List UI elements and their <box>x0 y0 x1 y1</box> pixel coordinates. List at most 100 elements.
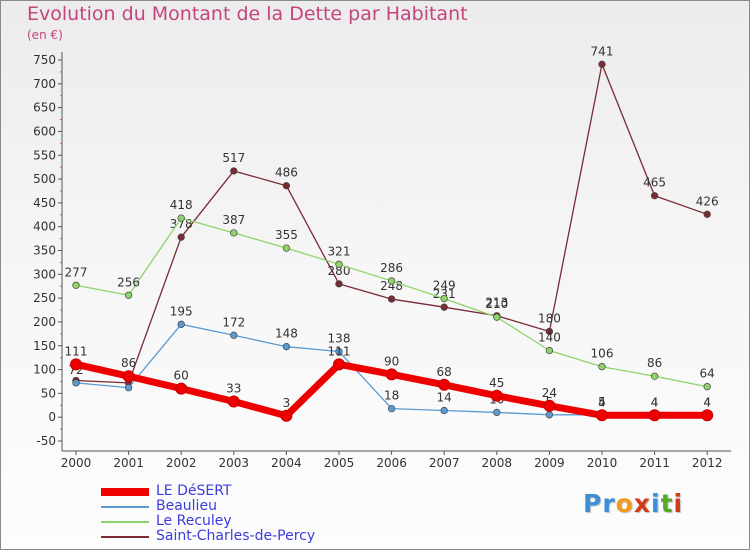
data-label: 486 <box>275 166 298 180</box>
data-point <box>177 233 185 241</box>
data-point <box>333 358 345 371</box>
data-point <box>335 280 343 288</box>
data-label: 3 <box>283 396 291 410</box>
y-tick-label: 450 <box>33 196 56 210</box>
data-point <box>387 404 396 413</box>
legend-item: Saint-Charles-de-Percy <box>101 529 315 544</box>
data-point <box>493 408 501 417</box>
data-point <box>703 383 711 391</box>
y-tick-label: 50 <box>41 386 56 400</box>
data-label: 24 <box>542 386 557 400</box>
data-label: 111 <box>65 344 88 358</box>
x-tick-label: 2009 <box>534 456 565 470</box>
x-tick-label: 2001 <box>113 456 144 470</box>
data-label: 138 <box>328 331 351 345</box>
data-label: 4 <box>703 395 711 409</box>
data-point <box>70 358 82 371</box>
data-point <box>650 372 659 380</box>
x-tick-label: 2008 <box>482 456 513 470</box>
data-point <box>72 281 80 289</box>
data-label: 517 <box>222 151 245 165</box>
data-point <box>282 244 291 252</box>
data-label: 195 <box>170 304 193 318</box>
data-point <box>280 409 293 422</box>
logo-letter: i <box>673 489 684 518</box>
logo-letter: x <box>633 489 651 518</box>
data-label: 256 <box>117 275 140 289</box>
data-point <box>122 370 135 383</box>
data-point <box>230 167 238 175</box>
data-point <box>598 363 606 371</box>
y-tick-label: 250 <box>33 291 56 305</box>
data-label: 90 <box>384 354 399 368</box>
data-point <box>440 406 448 415</box>
data-point <box>545 327 554 336</box>
data-point <box>124 384 133 392</box>
data-point <box>438 378 451 391</box>
data-label: 426 <box>696 194 719 208</box>
chart-title: Evolution du Montant de la Dette par Hab… <box>27 3 468 25</box>
data-label: 86 <box>121 356 136 370</box>
data-label: 418 <box>170 198 193 212</box>
y-tick-label: 0 <box>48 410 56 424</box>
data-point <box>648 409 661 422</box>
data-label: 68 <box>437 365 452 379</box>
data-point <box>177 214 185 222</box>
data-point <box>490 389 503 402</box>
y-tick-label: 300 <box>33 267 56 281</box>
proxiti-logo: Proxiti <box>583 489 683 518</box>
data-point <box>282 182 291 190</box>
data-label: 4 <box>598 395 606 409</box>
logo-letter: P <box>583 489 603 518</box>
legend-label: Le Reculey <box>156 513 232 529</box>
x-tick-label: 2005 <box>324 456 355 470</box>
logo-letter: i <box>651 489 661 518</box>
data-label: 741 <box>591 44 614 58</box>
x-tick-label: 2002 <box>166 456 197 470</box>
data-label: 231 <box>433 287 456 301</box>
data-label: 180 <box>538 311 561 325</box>
y-tick-label: 500 <box>33 172 56 186</box>
data-label: 210 <box>485 297 508 311</box>
y-tick-label: 750 <box>33 53 56 67</box>
data-label: 64 <box>700 367 715 381</box>
data-point <box>493 313 501 321</box>
legend-label: Beaulieu <box>156 498 217 514</box>
chart-legend: LE DéSERT Beaulieu Le Reculey Saint-Charles… <box>101 484 315 544</box>
y-tick-label: 150 <box>33 339 56 353</box>
y-tick-label: -50 <box>36 434 56 448</box>
y-tick-label: 200 <box>33 315 56 329</box>
chart-subtitle: (en €) <box>27 28 63 42</box>
legend-item: Beaulieu <box>101 499 315 514</box>
data-label: 4 <box>703 395 711 409</box>
data-label: 86 <box>647 356 662 370</box>
y-tick-label: 650 <box>33 101 56 115</box>
data-point <box>124 291 133 299</box>
y-tick-label: 400 <box>33 220 56 234</box>
data-point <box>703 210 711 218</box>
y-tick-label: 600 <box>33 124 56 138</box>
data-label: 140 <box>538 331 561 345</box>
data-label: 4 <box>651 395 659 409</box>
data-point <box>440 294 448 303</box>
data-label: 387 <box>222 213 245 227</box>
data-label: 111 <box>328 344 351 358</box>
x-tick-label: 2011 <box>639 456 670 470</box>
x-tick-label: 2007 <box>429 456 460 470</box>
data-point <box>598 60 606 68</box>
legend-swatch <box>101 535 149 538</box>
data-point <box>650 192 659 200</box>
data-label: 280 <box>328 264 351 278</box>
legend-label: LE DéSERT <box>156 483 232 499</box>
data-label: 249 <box>433 279 456 293</box>
data-point <box>335 347 343 356</box>
x-tick-label: 2006 <box>376 456 407 470</box>
data-point <box>72 379 80 387</box>
data-label: 33 <box>226 381 241 395</box>
y-tick-label: 100 <box>33 363 56 377</box>
y-tick-label: 700 <box>33 77 56 91</box>
data-point <box>701 409 714 422</box>
data-label: 5 <box>598 395 606 409</box>
